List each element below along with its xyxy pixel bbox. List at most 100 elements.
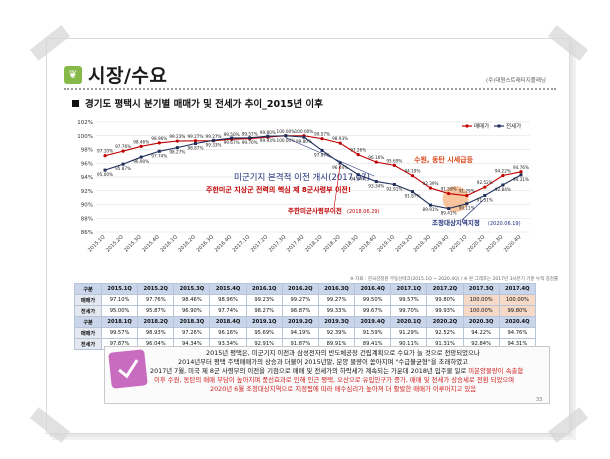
table-cell: 2016.2Q [281, 283, 319, 295]
data-point [392, 163, 396, 167]
data-point [139, 155, 143, 159]
table-cell: 99.27% [281, 294, 319, 306]
data-label: 95.00% [97, 172, 113, 177]
table-cell: 2016.1Q [245, 283, 283, 295]
y-tick-label: 86% [81, 230, 93, 236]
data-label: 90.11% [459, 206, 475, 211]
table-cell: 97.74% [209, 305, 247, 317]
annotation-text: (2020.06.19) [488, 221, 521, 227]
table-cell: 97.10% [100, 294, 139, 306]
data-label: 92.52% [477, 180, 493, 185]
data-point [447, 207, 451, 211]
x-tick-label: 2019.4Q [431, 234, 450, 253]
row-label: 매매가 [74, 294, 102, 306]
table-cell: 2017.4Q [498, 283, 537, 295]
x-tick-label: 2016.1Q [159, 234, 178, 253]
table-cell: 2015.1Q [100, 283, 139, 295]
data-label: 92.84% [495, 187, 511, 192]
table-cell: 2019.4Q [354, 316, 392, 328]
data-label: 100.00% [295, 129, 314, 134]
data-label: 97.26% [350, 148, 366, 153]
table-cell: 96.16% [209, 327, 247, 339]
legend-marker [497, 124, 501, 128]
price-table: 구분 2015.1Q 2015.2Q 2015.3Q 2015.4Q 2016.1Q 201… [74, 283, 537, 350]
table-cell: 99.50% [354, 294, 392, 306]
table-cell: 92.39% [317, 327, 356, 339]
annotation-text: 주한미군 지상군 전력의 핵심 제 8군사령부 이전! [206, 185, 351, 194]
data-label: 91.29% [459, 189, 475, 194]
summary-line: 2017년 7월, 미국 제 8군 사령부의 이전을 기점으로 매매 및 전세가… [150, 367, 523, 375]
table-cell: 2020.4Q [498, 316, 537, 328]
x-tick-label: 2016.4Q [214, 234, 233, 253]
data-point [374, 160, 378, 164]
data-label: 98.96% [151, 136, 167, 141]
table-cell: 2020.2Q [426, 316, 464, 328]
table-cell: 99.23% [245, 294, 283, 306]
table-row: 전세가 95.00% 95.87% 96.90% 97.74% 98.27% 98.87% 9… [74, 305, 537, 317]
data-label: 94.34% [350, 177, 366, 182]
data-label: 97.74% [151, 153, 167, 158]
x-tick-label: 2015.2Q [105, 234, 124, 253]
data-point [121, 149, 125, 153]
x-tick-label: 2017.1Q [232, 234, 251, 253]
y-tick-label: 94% [81, 175, 93, 181]
table-cell: 99.67% [354, 305, 392, 317]
table-cell: 2015.3Q [173, 283, 211, 295]
data-point [483, 185, 487, 189]
row-label: 매매가 [74, 327, 102, 339]
y-tick-label: 96% [81, 161, 93, 167]
x-tick-label: 2017.2Q [250, 234, 269, 253]
data-label: 98.87% [187, 146, 203, 151]
table-cell: 97.76% [137, 294, 175, 306]
table-cell: 2017.3Q [462, 283, 500, 295]
data-label: 93.34% [368, 184, 384, 189]
leaf-icon: ❦ [64, 66, 82, 84]
y-tick-label: 100% [77, 134, 93, 140]
data-point [483, 193, 487, 197]
x-tick-label: 2020.3Q [485, 234, 504, 253]
table-cell: 2020.1Q [390, 316, 428, 328]
table-cell: 95.00% [100, 305, 139, 317]
data-point [157, 141, 161, 145]
data-label: 91.31% [477, 197, 493, 202]
x-tick-label: 2020.4Q [503, 234, 522, 253]
table-cell: 99.57% [100, 327, 139, 339]
table-cell: 91.59% [354, 327, 392, 339]
table-cell: 2016.3Q [317, 283, 356, 295]
x-tick-label: 2015.3Q [123, 234, 142, 253]
x-tick-label: 2018.4Q [358, 234, 377, 253]
data-label: 99.27% [206, 134, 222, 139]
x-tick-label: 2015.1Q [87, 234, 106, 253]
data-label: 94.76% [513, 165, 529, 170]
table-cell: 94.19% [281, 327, 319, 339]
section-heading-text: 경기도 평택시 분기별 매매가 및 전세가 추이_2015년 이후 [85, 99, 323, 110]
table-cell: 98.87% [281, 305, 319, 317]
data-point [501, 183, 505, 187]
table-cell: 99.57% [390, 294, 428, 306]
row-label: 전세가 [74, 305, 102, 317]
x-tick-label: 2020.1Q [449, 234, 468, 253]
data-point [193, 142, 197, 146]
table-cell: 92.52% [426, 327, 464, 339]
data-label: 99.93% [260, 138, 276, 143]
data-point [103, 168, 107, 172]
data-point [266, 134, 270, 138]
x-tick-label: 2018.2Q [322, 234, 341, 253]
data-point [410, 190, 414, 194]
annotation-text: 조정대상지역지정 [432, 218, 480, 227]
data-point [175, 139, 179, 143]
square-bullet-icon [72, 100, 79, 107]
table-cell: 2019.2Q [281, 316, 319, 328]
table-cell: 94.22% [462, 327, 500, 339]
data-point [193, 139, 198, 143]
data-point [465, 194, 469, 198]
annotation-arrow [285, 137, 375, 177]
x-tick-label: 2020.2Q [467, 234, 486, 253]
data-label: 96.04% [332, 165, 348, 170]
table-header-row: 구분 2018.1Q 2018.2Q 2018.3Q 2018.4Q 2019.1Q 201… [74, 316, 537, 328]
data-label: 91.59% [441, 187, 457, 192]
summary-highlight: 미분양물량이 속출함 [468, 367, 524, 375]
table-cell: 2020.3Q [462, 316, 500, 328]
table-cell: 95.87% [137, 305, 175, 317]
data-point [519, 170, 523, 174]
